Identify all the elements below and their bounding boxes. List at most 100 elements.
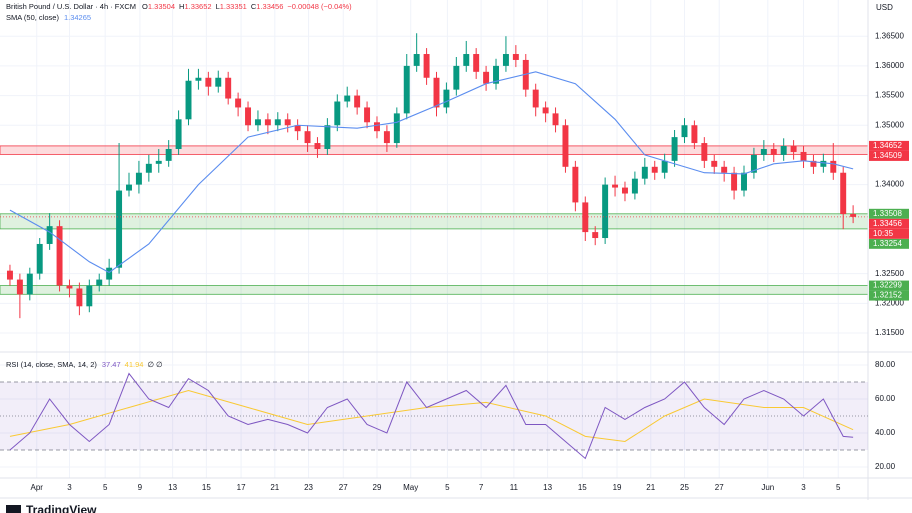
candle-body [403, 65, 410, 114]
candle-body [76, 288, 83, 307]
candle-body [631, 178, 638, 194]
candle-body [235, 98, 242, 108]
sma-value: 1.34265 [64, 13, 91, 22]
candle-body [522, 59, 529, 90]
candle-body [483, 71, 490, 84]
candle-body [26, 273, 33, 295]
candle-body [284, 119, 291, 126]
rsi-tick-label: 80.00 [875, 360, 896, 369]
candle-body [314, 143, 321, 149]
sma-name: SMA (50, close) [6, 13, 59, 22]
candle-body [770, 148, 777, 155]
candle-body [493, 65, 499, 84]
ohlc-value: 1.33456 [256, 2, 283, 11]
candle-body [195, 77, 202, 81]
candle-body [473, 54, 480, 72]
candle-body [850, 214, 857, 217]
candle-body [741, 172, 747, 191]
price-axis-label: 1.33508 [873, 209, 902, 218]
candle-body [641, 166, 648, 179]
candle-body [691, 125, 698, 144]
price-axis-label-box [869, 290, 909, 301]
rsi-tick-label: 40.00 [875, 428, 896, 437]
candle-body [750, 154, 757, 173]
candle-body [106, 267, 113, 280]
currency: USD [876, 3, 893, 12]
candle-body [205, 77, 212, 87]
candle-body [542, 107, 549, 114]
candle-body [810, 160, 817, 167]
x-tick-label: 7 [479, 483, 484, 492]
symbol-title: British Pound / U.S. Dollar · 4h · FXCM [6, 2, 136, 11]
candle-body [86, 285, 93, 307]
y-tick-label: 1.36000 [875, 61, 904, 70]
price-axis-label-box [869, 218, 909, 229]
y-tick-label: 1.34000 [875, 180, 904, 189]
candle-body [552, 113, 559, 126]
candle-body [155, 160, 162, 164]
rsi-sma-line [9, 389, 854, 442]
candle-body [304, 131, 311, 144]
candle-body [612, 184, 619, 188]
rsi-band [0, 382, 868, 450]
price-axis-label: 1.32299 [873, 281, 902, 290]
candle-body [46, 226, 53, 244]
price-axis-label-box [869, 238, 909, 249]
zone [0, 285, 869, 295]
rsi-name: RSI (14, close, SMA, 14, 2) [6, 360, 97, 369]
ohlc-value: 1.33351 [220, 2, 247, 11]
x-tick-label: 27 [715, 483, 724, 492]
candle-body [423, 54, 430, 78]
x-tick-label: 5 [836, 483, 841, 492]
x-tick-label: 21 [270, 483, 279, 492]
ohlc-label: O [142, 2, 148, 11]
candle-body [502, 54, 509, 66]
candle-body [254, 119, 261, 126]
candle-body [463, 54, 470, 66]
x-tick-label: 11 [510, 483, 519, 492]
y-tick-label: 1.32000 [875, 298, 904, 307]
candle-body [562, 125, 569, 167]
price-axis-label: 1.32152 [873, 291, 902, 300]
candle-body [344, 95, 351, 102]
rsi-tick-label: 60.00 [875, 394, 896, 403]
candle-body [374, 122, 380, 132]
candle-body [721, 166, 728, 173]
candle-body [135, 172, 142, 185]
candle-body [453, 65, 460, 90]
candle-body [175, 119, 182, 149]
candle-body [354, 95, 361, 108]
candle-body [96, 279, 103, 286]
brand-logo: TradingView [26, 503, 97, 513]
x-tick-label: 5 [103, 483, 108, 492]
x-tick-label: 21 [646, 483, 655, 492]
brand-icon [6, 505, 21, 513]
header: British Pound / U.S. Dollar · 4h · FXCM O… [6, 2, 352, 11]
price-axis-label-box [869, 140, 909, 151]
candle-body [165, 148, 172, 161]
candle-body [264, 119, 271, 126]
y-tick-label: 1.35500 [875, 91, 904, 100]
candle-body [274, 119, 281, 126]
price-axis-label-box [869, 280, 909, 291]
x-tick-label: 15 [202, 483, 211, 492]
candle-body [830, 160, 837, 173]
ohlc-label: H [179, 2, 184, 11]
candle-body [116, 190, 123, 268]
price-axis-label: 1.34652 [873, 141, 902, 150]
candle-body [145, 163, 152, 173]
candle-body [621, 187, 628, 194]
rsi-sma-value: 41.94 [125, 360, 144, 369]
x-tick-label: 17 [237, 483, 246, 492]
price-axis-label: 1.33456 [873, 219, 902, 228]
price-axis-label-box [869, 228, 909, 239]
candle-body [334, 101, 341, 126]
candle-body [433, 77, 440, 108]
ohlc-label: C [251, 2, 257, 11]
price-axis-label: 1.34509 [873, 151, 902, 160]
y-tick-label: 1.31500 [875, 328, 904, 337]
candle-body [701, 143, 708, 161]
x-tick-label: 15 [578, 483, 587, 492]
candle-body [790, 146, 797, 152]
candle-body [364, 107, 371, 123]
